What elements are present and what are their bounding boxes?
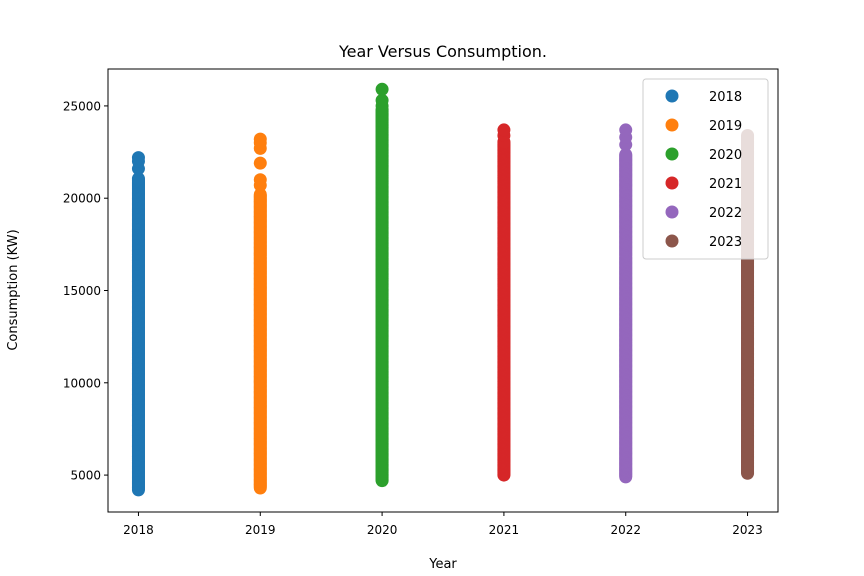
x-tick-label: 2020 bbox=[367, 523, 398, 537]
series-2022 bbox=[619, 123, 633, 484]
y-tick-label: 15000 bbox=[63, 284, 101, 298]
data-point bbox=[619, 148, 633, 162]
legend-marker bbox=[665, 89, 679, 103]
legend-marker bbox=[665, 176, 679, 190]
legend-label: 2018 bbox=[709, 90, 742, 105]
legend-label: 2023 bbox=[709, 235, 742, 250]
series-2018 bbox=[131, 151, 145, 497]
y-tick-label: 10000 bbox=[63, 376, 101, 390]
x-tick-label: 2018 bbox=[123, 523, 154, 537]
data-point bbox=[253, 188, 267, 202]
x-tick-label: 2022 bbox=[610, 523, 641, 537]
y-axis-label: Consumption (KW) bbox=[6, 229, 21, 350]
data-point bbox=[253, 132, 267, 146]
legend-label: 2021 bbox=[709, 177, 742, 192]
y-tick-label: 5000 bbox=[70, 469, 101, 483]
data-point bbox=[375, 93, 389, 107]
series-2021 bbox=[497, 123, 511, 482]
chart-title: Year Versus Consumption. bbox=[338, 42, 547, 61]
data-point bbox=[497, 123, 511, 137]
x-tick-label: 2021 bbox=[489, 523, 520, 537]
legend-marker bbox=[665, 205, 679, 219]
data-point bbox=[253, 156, 267, 170]
data-point bbox=[253, 173, 267, 187]
data-point bbox=[131, 172, 145, 186]
series-2019 bbox=[253, 132, 267, 495]
legend-marker bbox=[665, 234, 679, 248]
legend-label: 2020 bbox=[709, 148, 742, 163]
y-axis: 5000 10000 15000 20000 25000 bbox=[63, 99, 108, 483]
x-axis: 2018 2019 2020 2021 2022 2023 bbox=[123, 512, 763, 537]
x-tick-label: 2023 bbox=[732, 523, 763, 537]
series-2020 bbox=[375, 82, 389, 488]
y-tick-label: 20000 bbox=[63, 192, 101, 206]
legend-marker bbox=[665, 147, 679, 161]
data-point bbox=[619, 123, 633, 137]
legend: 2018 2019 2020 2021 2022 2023 bbox=[642, 78, 769, 260]
data-point bbox=[375, 82, 389, 96]
legend-frame bbox=[642, 78, 769, 260]
points-layer bbox=[131, 82, 755, 497]
x-tick-label: 2019 bbox=[245, 523, 276, 537]
y-tick-label: 25000 bbox=[63, 99, 101, 113]
data-point bbox=[131, 151, 145, 165]
x-axis-label: Year bbox=[428, 557, 457, 572]
legend-marker bbox=[665, 118, 679, 132]
legend-label: 2019 bbox=[709, 119, 742, 134]
legend-label: 2022 bbox=[709, 206, 742, 221]
